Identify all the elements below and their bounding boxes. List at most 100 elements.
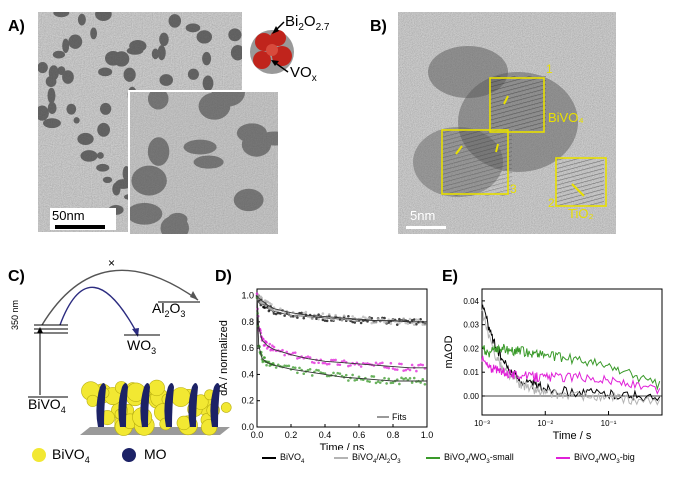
data-point-d — [353, 379, 357, 382]
series-line-e — [481, 308, 661, 406]
plot-frame-d — [256, 288, 428, 428]
nanoparticle — [185, 23, 201, 33]
y-axis-label-d: dA / normalized — [218, 320, 230, 396]
nanoparticle — [47, 87, 56, 104]
data-point-d — [378, 362, 382, 365]
data-point-d — [355, 378, 359, 382]
plot-frame-e — [481, 288, 663, 416]
data-point-d — [370, 316, 374, 320]
nanoparticle — [62, 38, 70, 54]
data-point-d — [272, 345, 276, 349]
x-axis-label-e: Time / s — [553, 430, 592, 442]
schematic-bi2o27-label: Bi2O2.7 — [285, 13, 330, 33]
data-point-d — [366, 379, 369, 383]
legend-text: 2 — [386, 458, 391, 465]
series-line-e — [481, 355, 661, 395]
data-point-d — [260, 296, 263, 300]
data-point-d — [317, 361, 320, 365]
data-point-d — [296, 357, 299, 360]
data-point-d — [327, 362, 331, 366]
data-point-d — [336, 363, 340, 366]
legend-mo-label: MO — [144, 446, 167, 462]
data-point-d — [285, 350, 289, 354]
data-point-d — [402, 369, 405, 372]
box-1-label: 1 — [546, 62, 553, 76]
nanoparticle — [123, 67, 136, 82]
legend-text: BiVO — [574, 452, 596, 462]
data-point-d — [374, 381, 378, 385]
data-point-d — [298, 314, 301, 317]
data-point-d — [402, 317, 405, 320]
data-point-d — [404, 321, 408, 325]
panel-b-label: B) — [370, 18, 387, 35]
data-point-d — [281, 348, 284, 352]
material-tio2-label: TiO₂ — [568, 206, 594, 221]
data-point-d — [285, 364, 289, 368]
data-point-d — [304, 310, 308, 314]
y-tick-label-d: 0.6 — [241, 343, 254, 353]
y-tick-label-e: 0.01 — [463, 368, 479, 377]
data-point-d — [415, 318, 418, 321]
fit-line-d — [256, 295, 427, 323]
data-point-d — [368, 317, 371, 320]
legend-text: 4 — [301, 458, 305, 465]
x-tick-label-d: 0.6 — [353, 430, 366, 440]
x-tick-label-e: 10⁻¹ — [601, 419, 617, 428]
data-point-d — [262, 337, 265, 341]
data-point-d — [370, 375, 374, 378]
box-3-label: 3 — [510, 182, 517, 196]
data-point-d — [421, 363, 425, 367]
nanoparticle — [168, 14, 182, 28]
nanoparticle — [66, 103, 77, 115]
data-point-d — [383, 365, 386, 369]
data-point-d — [279, 307, 282, 311]
nanoparticle — [73, 117, 80, 124]
data-point-d — [308, 356, 312, 359]
y-axis-label-e: mΔOD — [443, 335, 455, 368]
nanoparticle — [159, 74, 174, 86]
data-point-d — [417, 318, 420, 322]
data-point-d — [287, 312, 291, 315]
data-point-d — [306, 355, 310, 358]
data-point-d — [351, 373, 354, 377]
data-point-d — [400, 362, 403, 366]
nanoparticle — [57, 66, 66, 76]
nanoparticle — [147, 92, 169, 110]
data-point-d — [274, 312, 278, 316]
legend-mo-dot — [122, 448, 136, 462]
data-point-d — [338, 363, 342, 367]
fits-legend-label: Fits — [392, 412, 407, 422]
legend-bivo4-label: BiVO4 — [52, 446, 90, 465]
x-tick-label-d: 0.0 — [251, 430, 264, 440]
legend-text: 4 — [373, 458, 377, 465]
energy-diagram: × — [28, 256, 232, 436]
scalebar-b-label: 5nm — [410, 208, 436, 223]
x-tick-label-d: 1.0 — [421, 430, 434, 440]
data-point-d — [342, 314, 346, 317]
data-point-d — [342, 359, 346, 362]
nanoparticle — [43, 118, 61, 129]
y-tick-label-d: 0.8 — [241, 317, 254, 327]
nanoparticle — [187, 68, 199, 80]
nanoparticle — [193, 155, 224, 169]
data-point-d — [359, 365, 363, 368]
legend-text: BiVO — [352, 452, 374, 462]
tem-texture-b — [398, 12, 616, 234]
level-wo3-label: WO3 — [127, 337, 157, 356]
mo-rod — [96, 383, 106, 427]
nanoparticle — [77, 13, 86, 26]
nanoparticle — [68, 34, 83, 49]
nanoparticle — [77, 132, 94, 146]
data-point-d — [393, 368, 397, 371]
y-tick-label-e: 0.03 — [463, 321, 479, 330]
data-point-d — [368, 380, 371, 383]
data-point-d — [315, 368, 318, 372]
data-point-d — [389, 381, 393, 385]
nanoparticle — [147, 137, 170, 166]
box-2-label: 2 — [548, 196, 555, 210]
panel-e-label: E) — [442, 268, 458, 285]
particle-schematic — [250, 30, 294, 74]
fit-line-d — [256, 295, 427, 382]
data-point-d — [357, 375, 361, 379]
nanoparticle — [53, 12, 70, 18]
